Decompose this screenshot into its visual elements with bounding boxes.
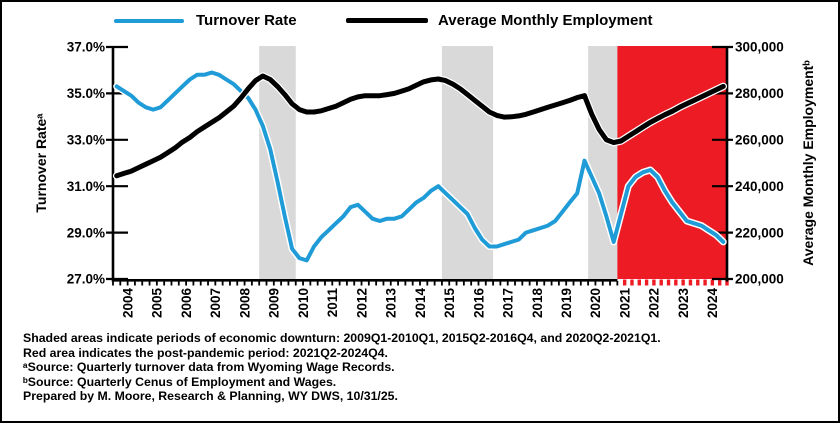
x-axis-year-label: 2023 xyxy=(676,288,691,319)
x-axis-year-label: 2022 xyxy=(647,288,662,318)
turnover-rate-line-swatch xyxy=(114,18,184,23)
x-axis-year-label: 2010 xyxy=(296,288,311,318)
employment-line-swatch xyxy=(346,18,428,23)
x-axis-year-label: 2013 xyxy=(384,288,399,319)
footnote-source-a: ᵃSource: Quarterly turnover data from Wy… xyxy=(23,360,395,375)
post-pandemic-band-2021Q2-2024Q4 xyxy=(617,46,727,279)
legend-label-turnover-rate: Turnover Rate xyxy=(196,12,297,29)
x-axis-year-label: 2014 xyxy=(413,288,428,319)
x-axis-year-label: 2019 xyxy=(559,288,574,318)
x-axis-year-label: 2011 xyxy=(325,288,340,318)
x-axis-year-label: 2005 xyxy=(150,288,165,319)
x-axis-year-label: 2017 xyxy=(501,288,516,318)
footnote-shaded-areas: Shaded areas indicate periods of economi… xyxy=(23,331,661,345)
turnover-rate-line xyxy=(114,70,726,263)
chart-legend: Turnover Rate Average Monthly Employment xyxy=(2,12,838,36)
right-axis-tick-label: 240,000 xyxy=(735,179,784,194)
x-axis-year-label: 2012 xyxy=(354,288,369,318)
x-axis-year-label: 2004 xyxy=(120,288,135,319)
left-axis-tick-label: 27.0% xyxy=(67,272,105,287)
left-axis-tick-label: 33.0% xyxy=(67,133,105,148)
x-axis-year-label: 2020 xyxy=(588,288,603,318)
legend-label-employment: Average Monthly Employment xyxy=(438,12,653,29)
left-axis-title: Turnover Rateᵃ xyxy=(33,113,49,213)
x-axis-year-label: 2008 xyxy=(237,288,252,319)
right-axis-tick-label: 200,000 xyxy=(735,272,784,287)
right-axis-tick-label: 220,000 xyxy=(735,225,784,240)
left-axis-tick-label: 31.0% xyxy=(67,179,105,194)
right-axis-tick-label: 300,000 xyxy=(735,40,784,55)
right-axis-tick-label: 280,000 xyxy=(735,86,784,101)
legend-item-employment: Average Monthly Employment xyxy=(346,12,652,29)
x-axis-year-label: 2021 xyxy=(617,288,632,319)
footnotes: Shaded areas indicate periods of economi… xyxy=(23,331,661,404)
x-axis-year-label: 2009 xyxy=(267,288,282,318)
x-axis-year-label: 2007 xyxy=(208,288,223,318)
x-axis-year-label: 2015 xyxy=(442,288,457,319)
legend-item-turnover-rate: Turnover Rate xyxy=(114,12,297,29)
right-axis-tick-label: 260,000 xyxy=(735,133,784,148)
left-axis-tick-label: 37.0% xyxy=(67,40,105,55)
footnote-red-area: Red area indicates the post-pandemic per… xyxy=(23,345,388,360)
x-axis-year-label: 2006 xyxy=(179,288,194,319)
right-axis-title: Average Monthly Employmentᵇ xyxy=(800,60,816,266)
x-axis-year-label: 2024 xyxy=(705,288,720,319)
left-axis-tick-label: 35.0% xyxy=(67,86,105,101)
footnote-prepared-by: Prepared by M. Moore, Research & Plannin… xyxy=(23,389,398,404)
employment-line xyxy=(114,73,726,179)
x-axis-year-label: 2018 xyxy=(530,288,545,319)
footnote-source-b: ᵇSource: Quarterly Cenus of Employment a… xyxy=(23,374,337,389)
left-axis-tick-label: 29.0% xyxy=(67,225,105,240)
x-axis-year-label: 2016 xyxy=(471,288,486,319)
